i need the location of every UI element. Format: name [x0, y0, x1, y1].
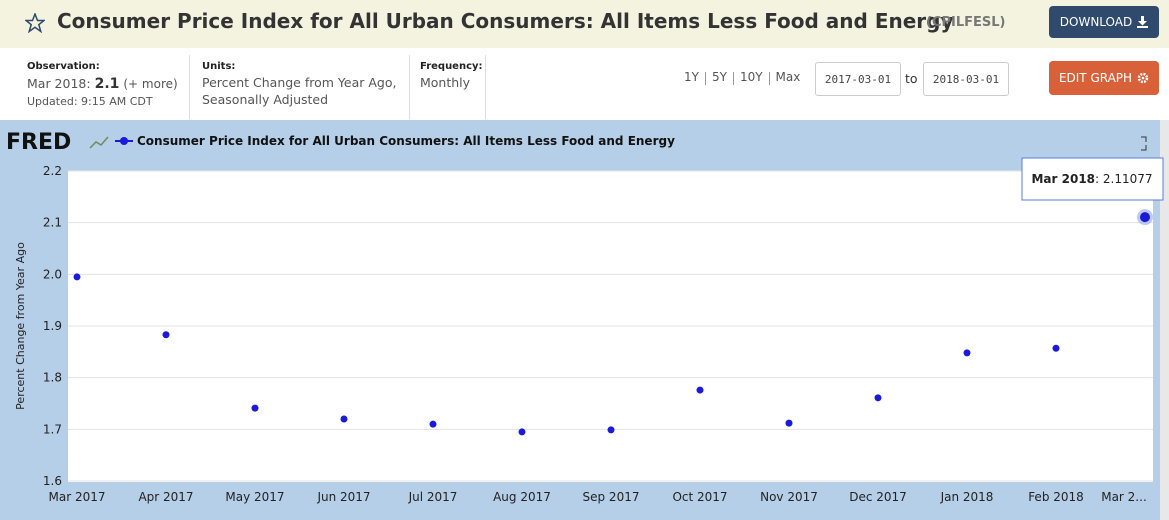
divider [768, 72, 770, 85]
range-links: 1Y 5Y 10Y Max [684, 70, 800, 85]
x-tick-label: Dec 2017 [849, 490, 907, 504]
end-date-input[interactable]: 2018-03-01 [923, 62, 1009, 96]
observation-label: Observation: [27, 61, 100, 72]
data-point [518, 428, 526, 436]
edit-graph-button[interactable]: EDIT GRAPH [1049, 61, 1159, 95]
data-point [696, 386, 704, 394]
tooltip-value: 2.11077 [1103, 172, 1153, 186]
units-label: Units: [202, 61, 236, 72]
fred-logo: FRED [6, 130, 71, 155]
x-tick-label: May 2017 [225, 490, 284, 504]
tooltip: Mar 2018: 2.11077 [1031, 172, 1152, 186]
observation: Mar 2018: 2.1 (+ more) [27, 76, 178, 92]
y-tick-label: 1.9 [43, 319, 62, 333]
fullscreen-icon[interactable] [1141, 136, 1147, 151]
data-point [963, 349, 971, 357]
y-axis-label: Percent Change from Year Ago [14, 242, 27, 410]
range-link[interactable]: Max [775, 70, 801, 84]
logo-icon [89, 136, 109, 149]
units-line: Percent Change from Year Ago, [202, 75, 397, 90]
range-link[interactable]: 1Y [684, 70, 699, 84]
x-tick-label: Aug 2017 [493, 490, 551, 504]
x-tick-label: Nov 2017 [760, 490, 818, 504]
data-point [251, 404, 259, 412]
tooltip-date: Mar 2018 [1031, 172, 1095, 186]
edit-graph-label: EDIT GRAPH [1058, 71, 1133, 85]
star-icon[interactable] [25, 13, 45, 33]
y-tick-label: 1.8 [43, 371, 62, 385]
x-tick-label: Jan 2018 [940, 490, 994, 504]
x-tick-label: Mar 2... [1101, 490, 1147, 504]
gear-icon [1137, 72, 1149, 84]
download-button[interactable]: DOWNLOAD [1049, 6, 1159, 38]
separator [409, 55, 410, 119]
x-tick-label: Sep 2017 [583, 490, 640, 504]
start-date-input[interactable]: 2017-03-01 [815, 62, 901, 96]
divider [704, 72, 706, 85]
download-label: DOWNLOAD [1059, 15, 1133, 29]
x-tick-label: Jul 2017 [408, 490, 458, 504]
tooltip-box [1021, 157, 1164, 201]
header: Consumer Price Index for All Urban Consu… [0, 0, 1169, 48]
divider [732, 72, 734, 85]
x-tick-label: Mar 2017 [49, 490, 106, 504]
data-point [73, 273, 81, 281]
chart: FRED 1.6 1.7 1.8 1.9 2.0 2.1 2.2 Percent Change… [0, 120, 1169, 520]
y-tick-label: 2.1 [43, 216, 62, 230]
y-tick-label: 1.6 [43, 474, 62, 488]
data-point [340, 415, 348, 423]
range-link[interactable]: 10Y [739, 70, 763, 84]
data-point [785, 419, 793, 427]
tooltip-sep: : [1095, 172, 1103, 186]
data-point [429, 420, 437, 428]
data-point [1052, 344, 1060, 352]
x-tick-label: Apr 2017 [138, 490, 193, 504]
observation-value: 2.1 [94, 76, 120, 92]
data-point [607, 426, 615, 434]
data-point [162, 331, 170, 339]
y-tick-label: 2.0 [43, 267, 62, 281]
page-title: Consumer Price Index for All Urban Consu… [57, 9, 954, 33]
x-tick-label: Feb 2018 [1028, 490, 1084, 504]
y-tick-label: 1.7 [43, 422, 62, 436]
frequency-value: Monthly [420, 75, 471, 90]
data-point [1140, 212, 1150, 223]
x-tick-label: Oct 2017 [672, 490, 727, 504]
series-id: (CPILFESL) [926, 15, 1006, 30]
y-tick-label: 2.2 [43, 164, 62, 178]
frequency-label: Frequency: [420, 61, 483, 72]
more-link[interactable]: (+ more) [123, 77, 178, 91]
separator [189, 55, 190, 119]
to-label: to [905, 71, 918, 86]
updated: Updated: 9:15 AM CDT [27, 95, 153, 108]
observation-date: Mar 2018: [27, 76, 91, 91]
x-tick-label: Jun 2017 [316, 490, 370, 504]
units-line: Seasonally Adjusted [202, 92, 329, 107]
legend-label: Consumer Price Index for All Urban Consu… [137, 134, 675, 148]
legend-marker [120, 137, 128, 145]
scrollbar [1160, 120, 1169, 520]
data-point [874, 394, 882, 402]
download-icon [1137, 16, 1149, 28]
range-link[interactable]: 5Y [711, 70, 727, 84]
separator [485, 55, 486, 119]
